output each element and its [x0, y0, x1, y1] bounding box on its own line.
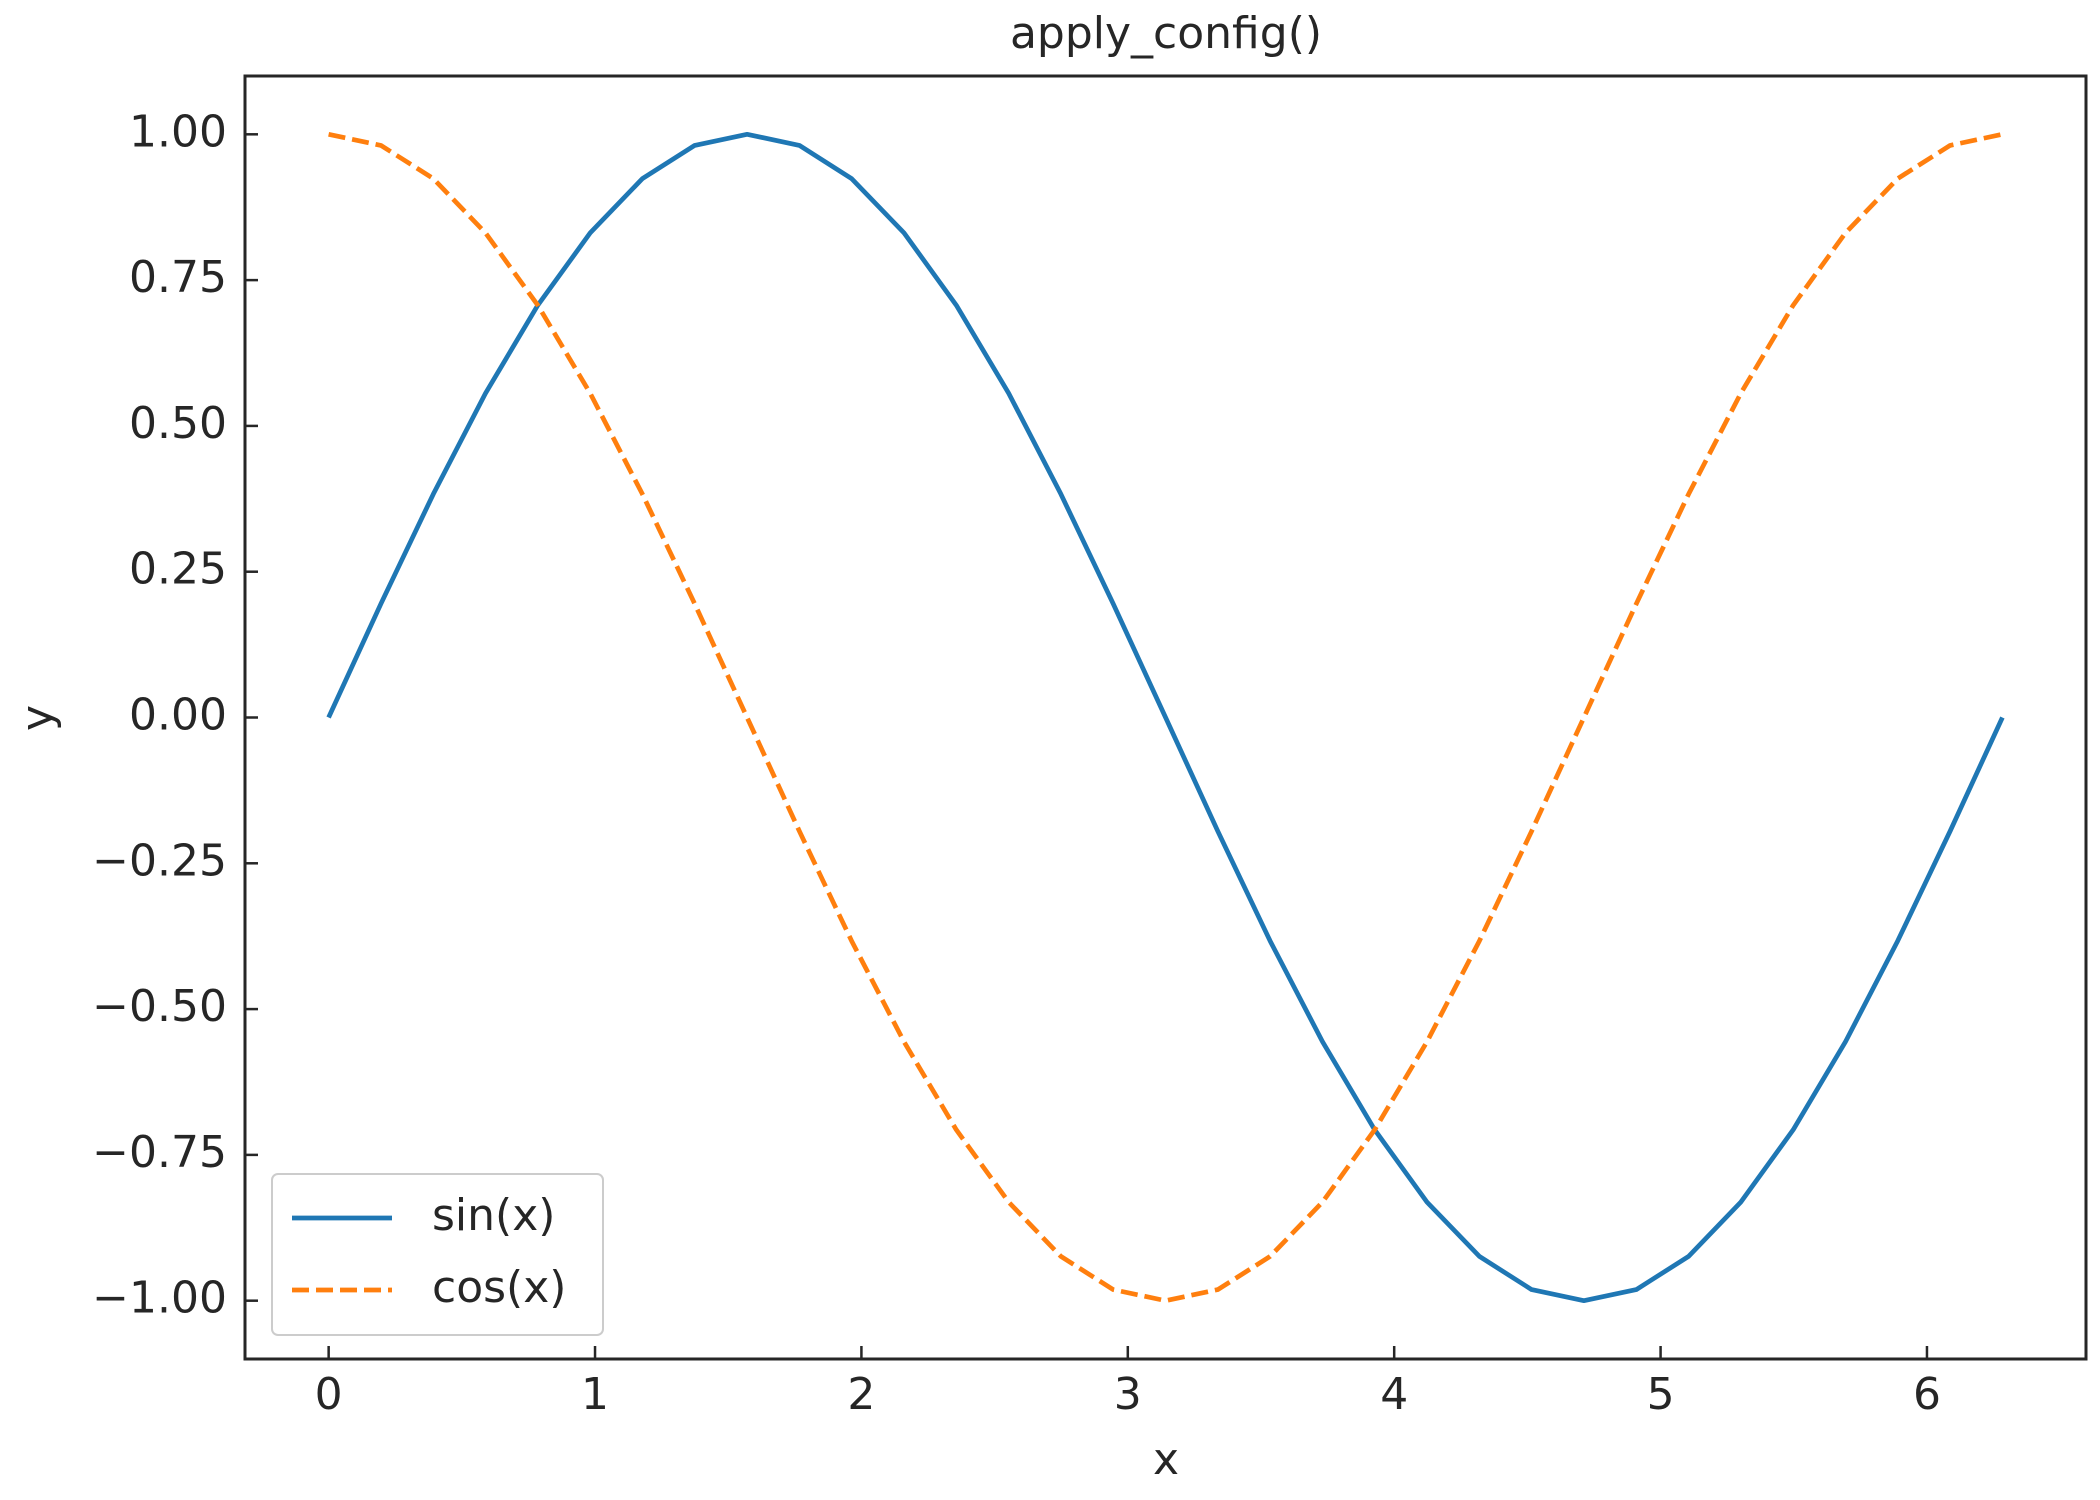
- line-series: [328, 132, 2003, 1304]
- chart-title: apply_config(): [1010, 8, 1322, 59]
- legend-box: [271, 1173, 604, 1336]
- y-axis-label: y: [12, 705, 63, 731]
- x-tick-label: 4: [1380, 1369, 1408, 1420]
- y-tick-label: −0.75: [92, 1127, 227, 1178]
- x-tick-label: 2: [847, 1369, 875, 1420]
- x-axis-label: x: [1153, 1434, 1179, 1485]
- plot-frame: [243, 74, 2088, 1361]
- legend-label: sin(x): [432, 1190, 555, 1241]
- x-tick-label: 0: [315, 1369, 343, 1420]
- y-tick-label: 0.00: [129, 690, 227, 741]
- y-tick-label: −0.50: [92, 981, 227, 1032]
- x-tick-label: 3: [1114, 1369, 1142, 1420]
- x-tick-label: 5: [1647, 1369, 1675, 1420]
- y-tick-label: −0.25: [92, 835, 227, 886]
- y-tick-label: 0.25: [129, 544, 227, 595]
- y-tick-label: 1.00: [129, 106, 227, 157]
- y-tick-label: 0.75: [129, 252, 227, 303]
- legend-label: cos(x): [432, 1262, 566, 1313]
- x-tick-label: 1: [581, 1369, 609, 1420]
- x-tick-label: 6: [1913, 1369, 1941, 1420]
- line-series: [326, 131, 2005, 1304]
- y-tick-label: −1.00: [92, 1273, 227, 1324]
- y-tick-label: 0.50: [129, 398, 227, 449]
